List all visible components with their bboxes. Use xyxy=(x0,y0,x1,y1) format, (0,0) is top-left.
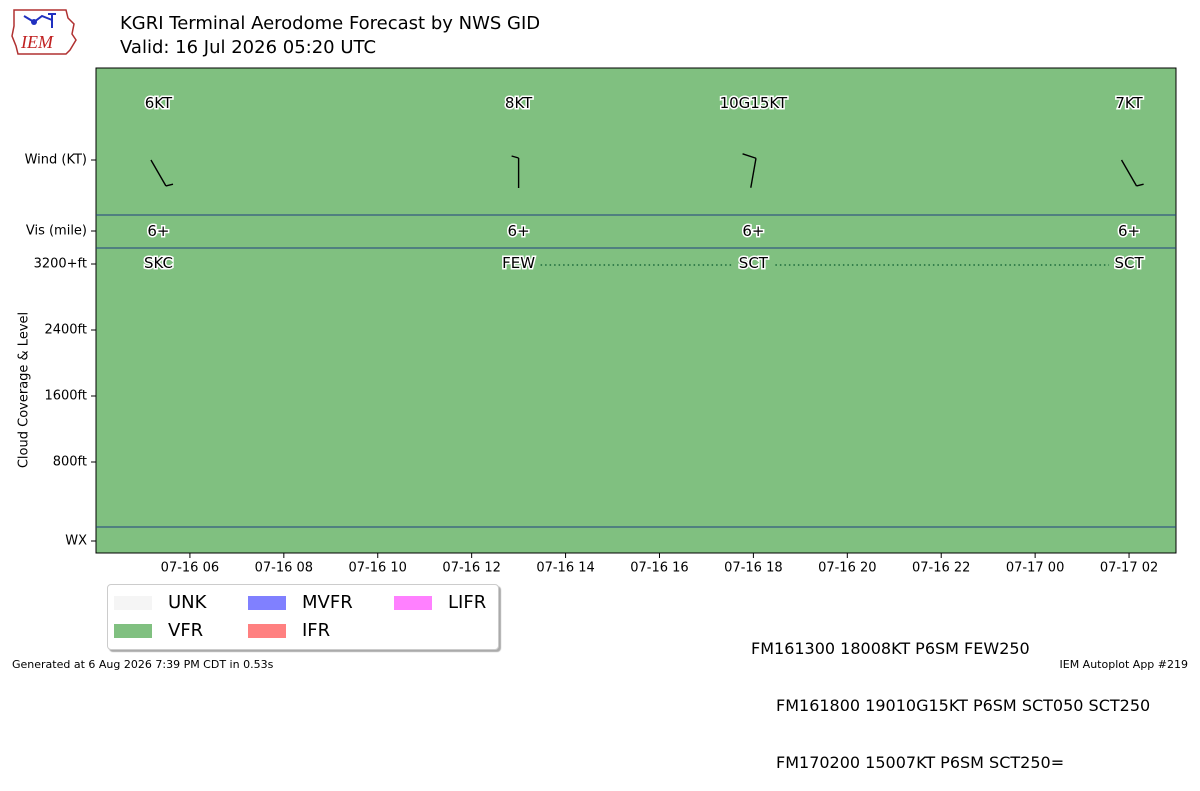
wind-barb-staff xyxy=(150,159,167,187)
legend-label-lifr: LIFR xyxy=(448,592,487,613)
y-axis-label-cloud: Cloud Coverage & Level xyxy=(17,312,32,468)
legend-item-lifr: LIFR xyxy=(394,592,486,613)
wind-barb-staff xyxy=(1120,159,1138,187)
x-tick-label: 07-16 16 xyxy=(630,561,688,576)
legend-label-mvfr: MVFR xyxy=(302,592,353,613)
cloud-coverage-label: SCT xyxy=(1114,254,1144,272)
x-tick-label: 07-16 08 xyxy=(255,561,313,576)
x-tick-label: 07-16 10 xyxy=(349,561,407,576)
legend-swatch-unk xyxy=(114,595,152,610)
legend-item-ifr: IFR xyxy=(248,620,330,641)
wind-barb-feather xyxy=(165,183,174,187)
chart-title: KGRI Terminal Aerodome Forecast by NWS G… xyxy=(120,13,541,34)
y-label-wind: Wind (KT) xyxy=(25,153,87,168)
taf-line: FM161800 19010G15KT P6SM SCT050 SCT250 xyxy=(776,696,1151,715)
y-label-wx: WX xyxy=(65,534,87,549)
taf-line: FM170200 15007KT P6SM SCT250= xyxy=(776,753,1065,772)
legend-label-vfr: VFR xyxy=(168,620,204,641)
y-tick-label-cloud: 1600ft xyxy=(44,389,87,404)
generated-timestamp: Generated at 6 Aug 2026 7:39 PM CDT in 0… xyxy=(12,658,274,671)
x-tick-label: 07-17 00 xyxy=(1006,561,1064,576)
wind-barb-staff xyxy=(750,158,757,188)
x-tick-label: 07-16 12 xyxy=(442,561,500,576)
x-tick-label: 07-16 18 xyxy=(724,561,782,576)
x-tick-label: 07-16 22 xyxy=(912,561,970,576)
wind-barb-feather xyxy=(1136,183,1144,187)
visibility-label: 6+ xyxy=(508,222,530,240)
visibility-label: 6+ xyxy=(1118,222,1140,240)
wind-barb-feather xyxy=(742,153,757,159)
wind-barb-feather xyxy=(511,155,519,159)
legend-label-unk: UNK xyxy=(168,592,207,613)
legend-item-unk: UNK xyxy=(114,592,206,613)
legend-swatch-ifr xyxy=(248,623,286,638)
visibility-label: 6+ xyxy=(742,222,764,240)
flight-category-area xyxy=(95,67,1177,554)
legend-item-mvfr: MVFR xyxy=(248,592,353,613)
wind-speed-label: 8KT xyxy=(505,94,533,112)
iem-logo: IEM xyxy=(11,9,77,55)
x-tick-label: 07-16 14 xyxy=(536,561,594,576)
legend-label-ifr: IFR xyxy=(302,620,331,641)
x-tick-label: 07-17 02 xyxy=(1100,561,1158,576)
legend-swatch-lifr xyxy=(394,595,432,610)
legend: UNK VFR MVFR IFR LIFR xyxy=(107,584,499,650)
logo-text: IEM xyxy=(20,32,54,52)
wind-speed-label: 6KT xyxy=(145,94,173,112)
taf-chart: 07-16 06 07-16 08 07-16 10 07-16 12 07-16 14… xyxy=(17,67,1177,576)
wind-speed-label: 7KT xyxy=(1115,94,1143,112)
x-tick-label: 07-16 20 xyxy=(818,561,876,576)
y-label-vis: Vis (mile) xyxy=(26,224,87,239)
taf-line: FM161300 18008KT P6SM FEW250 xyxy=(751,639,1030,658)
cloud-coverage-label: FEW xyxy=(502,254,535,272)
cloud-coverage-label: SKC xyxy=(144,254,173,272)
visibility-label: 6+ xyxy=(147,222,169,240)
legend-swatch-mvfr xyxy=(248,595,286,610)
app-label: IEM Autoplot App #219 xyxy=(1059,658,1189,671)
legend-swatch-vfr xyxy=(114,623,152,638)
wind-speed-label: 10G15KT xyxy=(720,94,788,112)
cloud-coverage-label: SCT xyxy=(739,254,769,272)
y-tick-label-cloud: 3200+ft xyxy=(34,257,87,272)
y-tick-label-cloud: 2400ft xyxy=(44,323,87,338)
y-tick-label-cloud: 800ft xyxy=(53,455,87,470)
taf-text: FM161300 18008KT P6SM FEW250 FM161800 19… xyxy=(751,601,1150,791)
legend-item-vfr: VFR xyxy=(114,620,203,641)
x-tick-label: 07-16 06 xyxy=(161,561,219,576)
chart-subtitle: Valid: 16 Jul 2026 05:20 UTC xyxy=(120,37,377,58)
